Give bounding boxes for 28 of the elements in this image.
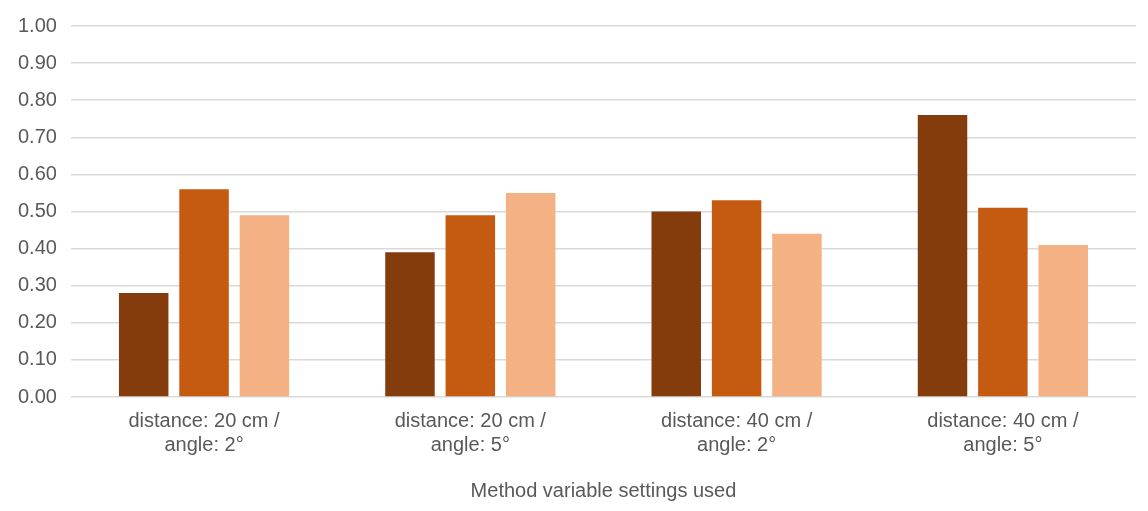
y-tick-label: 0.30 — [17, 273, 57, 296]
y-tick-label: 0.80 — [17, 87, 57, 110]
x-tick-label: distance: 40 cm / angle: 5° — [927, 408, 1079, 455]
x-axis-title: Method variable settings used — [470, 478, 737, 501]
y-tick-label: 0.50 — [17, 199, 57, 222]
x-tick-label: distance: 20 cm / angle: 2° — [128, 408, 281, 455]
bar — [505, 192, 556, 397]
y-tick-label: 0.20 — [17, 310, 57, 333]
y-tick-label: 0.70 — [17, 124, 57, 147]
bar — [179, 189, 229, 397]
bar — [239, 215, 290, 397]
y-tick-label: 0.00 — [17, 384, 57, 407]
bar — [445, 215, 496, 397]
y-tick-label: 0.40 — [17, 236, 57, 259]
y-tick-label: 0.60 — [17, 161, 57, 184]
x-tick-label: distance: 20 cm / angle: 5° — [394, 408, 547, 455]
bar — [917, 115, 968, 397]
bar — [978, 207, 1028, 397]
bar — [651, 211, 701, 397]
bar — [772, 233, 822, 397]
bar — [1038, 244, 1088, 397]
bar — [385, 252, 435, 397]
y-tick-label: 0.90 — [17, 50, 57, 73]
y-tick-label: 1.00 — [17, 13, 57, 36]
y-tick-label: 0.10 — [17, 347, 57, 370]
bar — [711, 200, 762, 397]
x-tick-label: distance: 40 cm / angle: 2° — [661, 408, 813, 455]
bar — [118, 293, 169, 397]
